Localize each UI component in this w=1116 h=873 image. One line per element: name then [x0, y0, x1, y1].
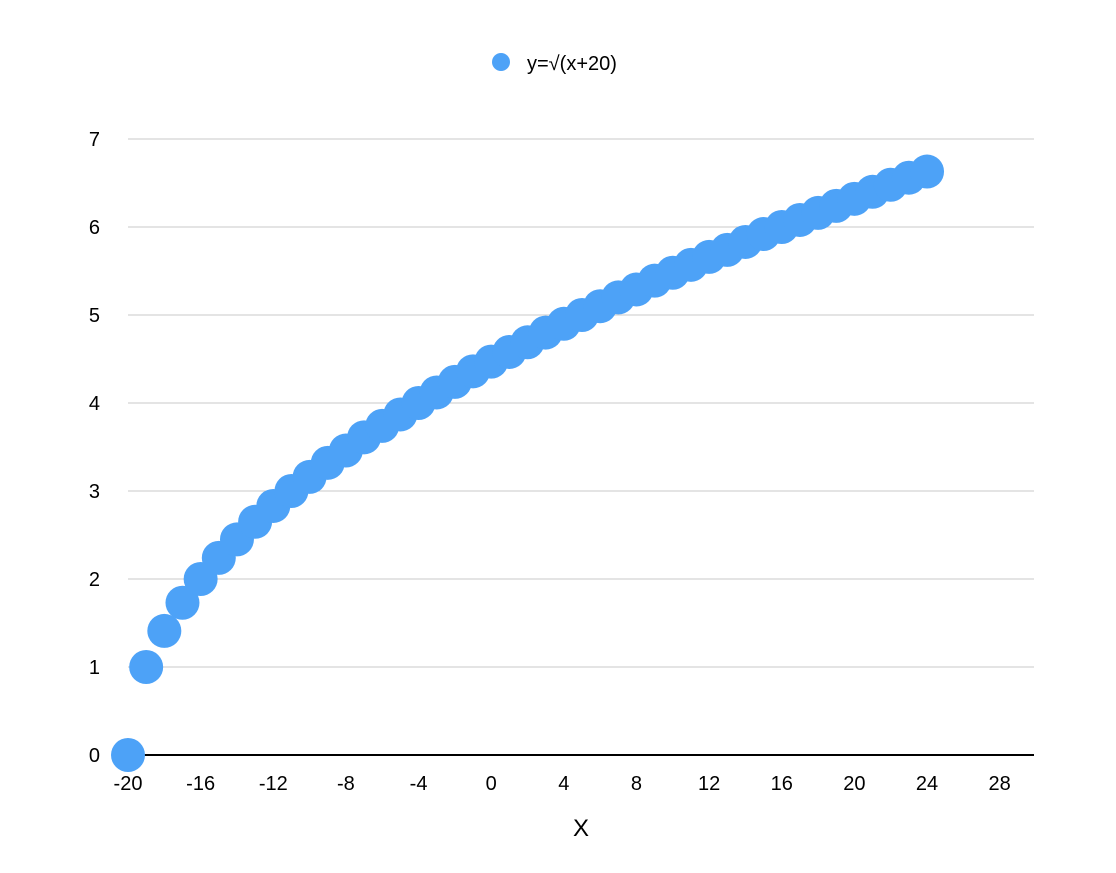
data-point — [910, 154, 945, 189]
legend-label: y=√(x+20) — [527, 53, 617, 75]
x-tick-label: -20 — [114, 773, 143, 795]
y-tick-label: 3 — [89, 481, 100, 503]
data-point — [147, 613, 182, 648]
x-tick-label: 24 — [916, 773, 938, 795]
x-tick-label: 16 — [771, 773, 793, 795]
data-point — [129, 650, 164, 684]
x-tick-label: 4 — [558, 773, 569, 795]
x-tick-label: -8 — [337, 773, 355, 795]
x-tick-label: 0 — [486, 773, 497, 795]
y-tick-label: 6 — [89, 217, 100, 239]
gridlines — [128, 138, 1034, 668]
y-tick-label: 7 — [89, 129, 100, 151]
data-point — [111, 738, 145, 772]
x-tick-label: -16 — [186, 773, 215, 795]
y-tick-label: 2 — [89, 569, 100, 591]
x-tick-label: -12 — [259, 773, 288, 795]
x-tick-label: -4 — [410, 773, 428, 795]
y-tick-label: 1 — [89, 657, 100, 679]
y-tick-label: 0 — [89, 745, 100, 767]
data-point — [165, 585, 200, 620]
y-axis-tick-labels: 0 1 2 3 4 5 6 7 — [89, 129, 100, 767]
x-tick-label: 8 — [631, 773, 642, 795]
x-tick-label: 20 — [843, 773, 865, 795]
x-tick-label: 28 — [989, 773, 1011, 795]
x-tick-label: 12 — [698, 773, 720, 795]
y-tick-label: 4 — [89, 393, 100, 415]
x-axis-tick-labels: -20 -16 -12 -8 -4 0 4 8 12 16 20 24 28 — [114, 773, 1011, 795]
y-tick-label: 5 — [89, 305, 100, 327]
legend: y=√(x+20) — [492, 53, 617, 75]
data-points — [111, 154, 945, 772]
legend-marker — [492, 53, 510, 71]
x-axis-title: X — [573, 815, 589, 842]
